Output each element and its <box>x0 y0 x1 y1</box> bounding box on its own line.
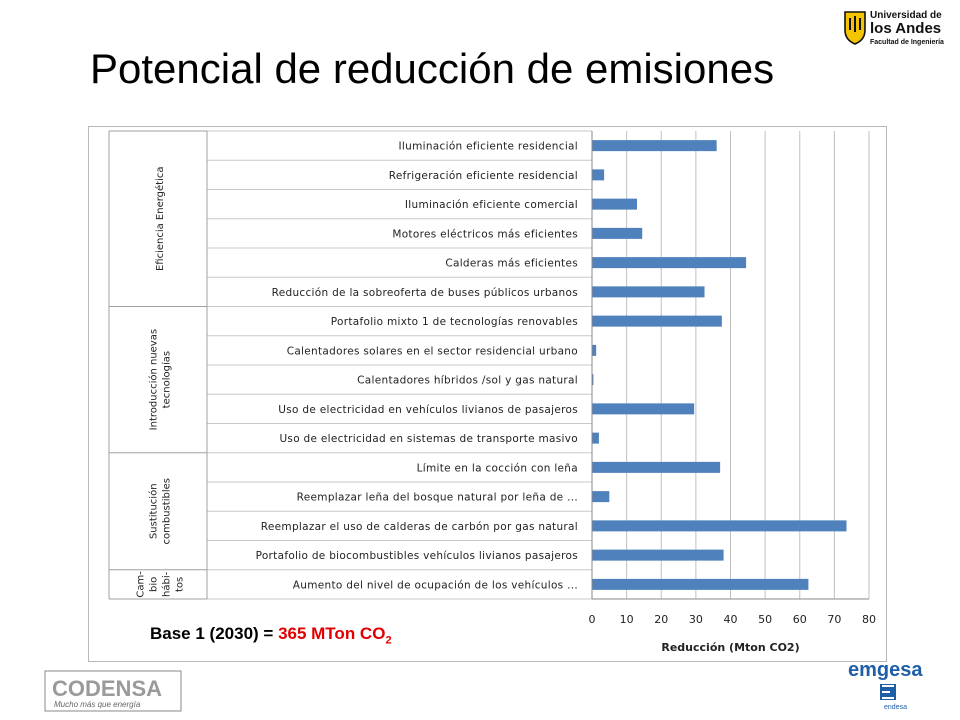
category-label: Portafolio de biocombustibles vehículos … <box>256 550 578 562</box>
x-tick-label: 50 <box>758 613 772 626</box>
baseline-value: 365 MTon CO2 <box>278 624 392 647</box>
x-tick-label: 40 <box>724 613 738 626</box>
category-label: Uso de electricidad en vehículos liviano… <box>278 404 578 416</box>
bar <box>592 257 747 269</box>
bar <box>592 198 638 210</box>
category-label: Calentadores híbridos /sol y gas natural <box>357 375 578 387</box>
uniandes-crest-icon <box>844 11 866 45</box>
bar <box>592 432 599 444</box>
endesa-mark-icon <box>880 684 896 700</box>
bar <box>592 344 597 356</box>
endesa-wordmark: endesa <box>884 704 907 711</box>
category-label: Reemplazar el uso de calderas de carbón … <box>261 521 578 533</box>
group-label: bio <box>149 577 160 592</box>
group-label: Eficiencia Energética <box>154 166 166 271</box>
category-label: Motores eléctricos más eficientes <box>392 228 578 240</box>
emgesa-wordmark: emgesa <box>848 659 923 681</box>
x-tick-label: 60 <box>793 613 807 626</box>
uniandes-logo: Universidad de los Andes Facultad de Ing… <box>844 10 944 46</box>
category-label: Uso de electricidad en sistemas de trans… <box>279 433 578 445</box>
group-label: tos <box>175 577 186 592</box>
uniandes-line-2: los Andes <box>870 20 941 37</box>
bar <box>592 461 721 473</box>
emissions-bar-chart: Eficiencia Energética Introducción nuevas… <box>108 130 876 654</box>
baseline-value-text: 365 MTon CO <box>278 624 386 643</box>
category-label: Calentadores solares en el sector reside… <box>287 345 578 357</box>
bar <box>592 140 717 152</box>
x-tick-label: 10 <box>620 613 634 626</box>
codensa-logo: CODENSA Mucho más que energía <box>44 670 182 712</box>
x-tick-label: 70 <box>827 613 841 626</box>
group-label: tecnologías <box>161 351 173 408</box>
bar <box>592 520 847 532</box>
x-tick-label: 0 <box>589 613 596 626</box>
category-label: Iluminación eficiente residencial <box>399 141 578 153</box>
bar <box>592 315 722 327</box>
chart-frame: Eficiencia Energética Introducción nuevas… <box>88 126 887 662</box>
group-label: hábi- <box>161 571 173 597</box>
group-label: Sustitución <box>148 483 160 539</box>
category-label: Aumento del nivel de ocupación de los ve… <box>293 579 578 591</box>
uniandes-line-3: Facultad de Ingeniería <box>870 39 944 46</box>
codensa-tagline: Mucho más que energía <box>54 700 141 709</box>
baseline-prefix: Base 1 (2030) = <box>150 624 279 643</box>
bar <box>592 227 643 239</box>
group-label: combustibles <box>162 478 173 544</box>
x-axis-title: Reducción (Mton CO2) <box>661 641 799 654</box>
uniandes-line-1: Universidad de <box>870 10 942 21</box>
bar <box>592 286 705 298</box>
x-tick-label: 30 <box>689 613 703 626</box>
category-label: Portafolio mixto 1 de tecnologías renova… <box>331 316 578 328</box>
baseline-value-subscript: 2 <box>385 634 392 647</box>
baseline-note: Base 1 (2030) = 365 MTon CO2 <box>150 624 392 646</box>
category-label: Reducción de la sobreoferta de buses púb… <box>272 287 578 299</box>
bar <box>592 169 605 181</box>
category-label: Refrigeración eficiente residencial <box>389 170 578 182</box>
category-label: Iluminación eficiente comercial <box>405 199 578 211</box>
category-label: Reemplazar leña del bosque natural por l… <box>297 492 578 504</box>
category-label: Calderas más eficientes <box>445 258 578 270</box>
codensa-wordmark: CODENSA <box>52 676 162 701</box>
bar <box>592 491 610 503</box>
emgesa-logo: emgesa endesa <box>848 659 923 711</box>
x-tick-label: 80 <box>862 613 876 626</box>
bar <box>592 374 594 386</box>
bar <box>592 578 809 590</box>
bar <box>592 403 695 415</box>
category-label: Límite en la cocción con leña <box>417 462 578 474</box>
bar <box>592 549 724 561</box>
page-title: Potencial de reducción de emisiones <box>90 45 775 92</box>
group-label: Cam- <box>136 571 147 598</box>
x-tick-label: 20 <box>654 613 668 626</box>
group-label: Introducción nuevas <box>148 329 160 430</box>
